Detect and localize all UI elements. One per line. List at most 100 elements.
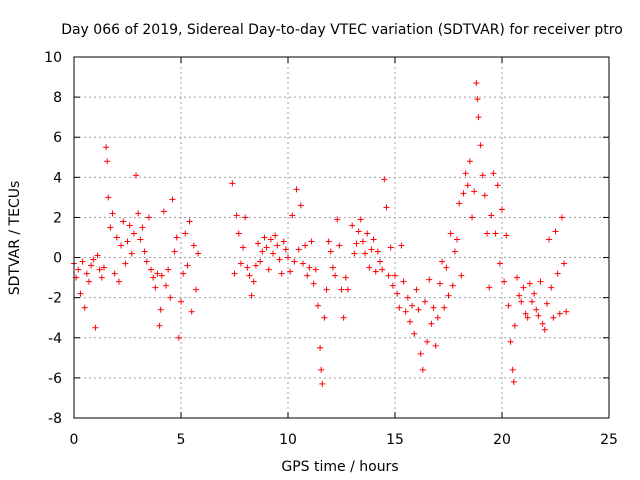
data-point [317, 344, 324, 351]
data-point [135, 210, 142, 217]
data-point [310, 280, 317, 287]
data-point [133, 172, 140, 179]
data-point [543, 300, 550, 307]
data-point [272, 232, 279, 239]
data-point [394, 290, 401, 297]
data-point [499, 206, 505, 213]
data-point [107, 224, 114, 231]
data-point [325, 238, 332, 245]
data-point [522, 310, 529, 317]
data-point [167, 294, 174, 301]
data-point [396, 304, 403, 311]
data-point [81, 304, 88, 311]
data-point [451, 248, 458, 255]
data-point [456, 200, 463, 207]
y-tick-label: 10 [44, 50, 62, 66]
data-point [439, 258, 446, 265]
data-point [195, 250, 202, 257]
data-point [404, 294, 411, 301]
data-point [552, 228, 559, 235]
data-point [165, 266, 172, 273]
data-point [520, 284, 527, 291]
data-point [383, 204, 390, 211]
data-point [443, 264, 450, 271]
data-point [510, 378, 517, 385]
data-point [192, 286, 199, 293]
data-point [561, 260, 568, 267]
data-point [186, 218, 193, 225]
data-point [83, 270, 90, 277]
data-point [157, 306, 164, 313]
data-point [312, 266, 319, 273]
data-point [259, 248, 266, 255]
data-point [372, 268, 379, 275]
data-point [449, 282, 456, 289]
data-point [454, 236, 461, 243]
y-tick-label: 4 [53, 170, 62, 186]
x-tick-label: 5 [177, 432, 186, 448]
data-point [88, 262, 95, 269]
data-point [511, 322, 518, 329]
data-point [411, 330, 418, 337]
data-point [488, 212, 495, 219]
data-point [304, 272, 311, 279]
data-point [79, 258, 86, 265]
data-point [558, 214, 565, 221]
data-point [100, 264, 107, 271]
data-point [332, 272, 339, 279]
data-point [413, 286, 420, 293]
data-point [77, 290, 84, 297]
data-point [171, 248, 178, 255]
data-point [464, 182, 471, 189]
data-point [257, 258, 264, 265]
data-point [340, 314, 347, 321]
data-point [484, 230, 491, 237]
plot-frame [73, 56, 610, 419]
data-point [546, 236, 553, 243]
data-point [406, 318, 413, 325]
data-point [524, 314, 531, 321]
data-point [387, 244, 394, 251]
data-point [334, 216, 341, 223]
data-point [494, 182, 501, 189]
data-point [267, 236, 274, 243]
data-point [366, 264, 373, 271]
data-point [92, 324, 99, 331]
x-axis-label: GPS time / hours [281, 459, 398, 475]
data-point [479, 172, 486, 179]
data-point [152, 284, 159, 291]
data-point [400, 278, 407, 285]
chart-title: Day 066 of 2019, Sidereal Day-to-day VTE… [61, 22, 623, 38]
y-tick-label: 6 [53, 130, 62, 146]
data-point [535, 312, 542, 319]
data-point [374, 248, 381, 255]
data-point [180, 270, 187, 277]
data-point [248, 292, 255, 299]
data-point [516, 292, 523, 299]
data-point [563, 308, 570, 315]
data-point [351, 250, 358, 257]
data-point [458, 272, 465, 279]
data-point [355, 228, 362, 235]
data-point [475, 114, 482, 121]
data-point [353, 240, 360, 247]
data-point [280, 238, 287, 245]
data-point [432, 342, 439, 349]
data-point [145, 214, 152, 221]
data-point [98, 274, 105, 281]
tick-labels: 0 5 10 15 20 25 -8 -6 -4 -2 0 2 4 6 8 10 [44, 50, 618, 448]
data-point [556, 310, 563, 317]
data-point [402, 308, 409, 315]
data-point [237, 260, 244, 267]
data-point [509, 366, 516, 373]
data-point [109, 210, 116, 217]
data-point [318, 366, 325, 373]
x-tick-label: 10 [279, 432, 297, 448]
data-point [357, 216, 364, 223]
data-point [336, 242, 343, 249]
data-point [295, 246, 302, 253]
data-point [370, 236, 377, 243]
data-point [490, 170, 497, 177]
data-point [381, 176, 388, 183]
data-point [462, 170, 469, 177]
